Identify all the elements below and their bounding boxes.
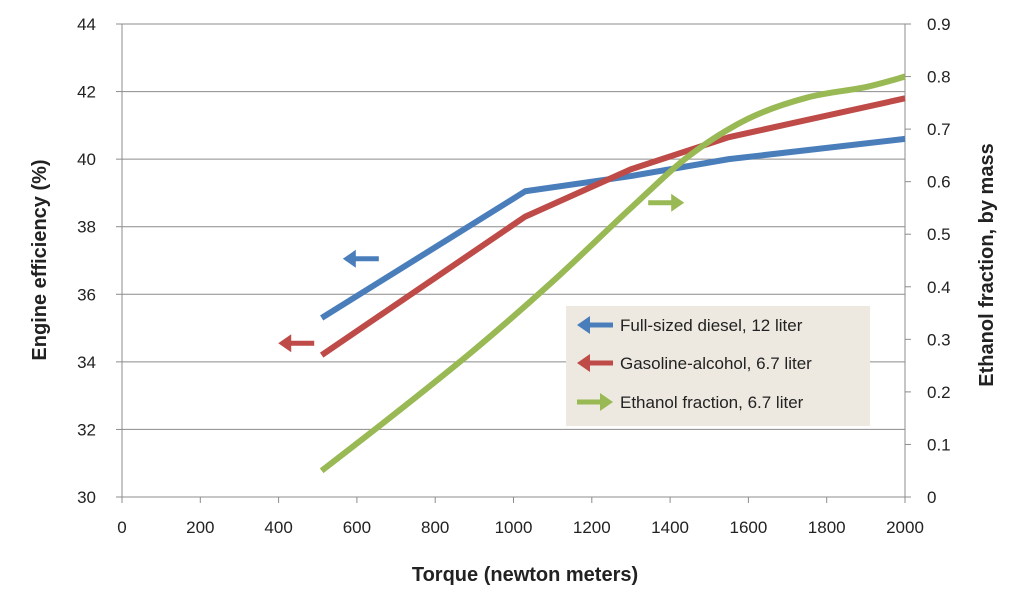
x-tick-label: 1800: [808, 518, 846, 537]
legend-arrow-2-head: [600, 393, 613, 411]
x-axis-title: Torque (newton meters): [412, 564, 638, 586]
x-tick-label: 1400: [651, 518, 689, 537]
legend-arrow-2: [577, 393, 613, 411]
legend-label-0: Full-sized diesel, 12 liter: [620, 316, 803, 335]
series-lines: [319, 73, 906, 474]
x-tick-label: 1200: [573, 518, 611, 537]
annotation-arrow-0: [342, 249, 379, 268]
y-right-tick-label: 0.5: [927, 225, 951, 244]
gridlines: [122, 23, 905, 430]
y-left-tick-label: 44: [77, 15, 96, 34]
series-line-2: [319, 73, 906, 474]
x-tick-label: 1000: [495, 518, 533, 537]
legend-arrow-1: [577, 354, 613, 372]
x-tick-label: 400: [264, 518, 292, 537]
annotation-arrow-2: [648, 193, 685, 212]
series-line-1: [319, 95, 906, 358]
y-right-tick-label: 0.1: [927, 435, 951, 454]
y-left-tick-label: 30: [77, 488, 96, 507]
series-line-0: [320, 135, 906, 321]
x-tick-label: 200: [186, 518, 214, 537]
annotation-arrow-1-head: [278, 334, 292, 353]
y-left-tick-label: 36: [77, 285, 96, 304]
y-right-tick-label: 0.3: [927, 330, 951, 349]
annotation-arrow-1: [278, 334, 315, 353]
y-left-tick-label: 42: [77, 83, 96, 102]
legend-label-2: Ethanol fraction, 6.7 liter: [620, 393, 804, 412]
axes: 30 32 34 36 38 40 42 44 0 0.1 0.2 0.3 0.4 0.5 0.6 0.7 0.…: [77, 15, 951, 537]
y-right-tick-label: 0.9: [927, 15, 951, 34]
legend-arrow-0: [577, 316, 613, 334]
direction-arrows: [278, 193, 685, 353]
legend-background: [566, 306, 870, 426]
y-axis-title-right: Ethanol fraction, by mass: [976, 143, 998, 386]
legend-label-1: Gasoline-alcohol, 6.7 liter: [620, 354, 812, 373]
y-right-tick-label: 0.7: [927, 120, 951, 139]
legend: Full-sized diesel, 12 liter Gasoline-alco…: [566, 306, 870, 426]
legend-arrow-0-head: [577, 316, 590, 334]
y-right-tick-label: 0.8: [927, 68, 951, 87]
annotation-arrow-2-head: [671, 193, 685, 212]
y-right-tick-label: 0: [927, 488, 936, 507]
x-tick-label: 800: [421, 518, 449, 537]
y-left-tick-label: 32: [77, 420, 96, 439]
x-tick-label: 2000: [886, 518, 924, 537]
y-axis-title-left: Engine efficiency (%): [29, 159, 51, 360]
y-right-tick-label: 0.4: [927, 278, 951, 297]
annotation-arrow-0-head: [342, 249, 356, 268]
y-left-tick-label: 38: [77, 218, 96, 237]
y-left-tick-label: 34: [77, 353, 96, 372]
legend-arrow-1-head: [577, 354, 590, 372]
x-tick-label: 600: [343, 518, 371, 537]
y-left-tick-label: 40: [77, 150, 96, 169]
y-right-tick-label: 0.6: [927, 173, 951, 192]
y-right-tick-label: 0.2: [927, 383, 951, 402]
x-tick-label: 1600: [729, 518, 767, 537]
x-tick-label: 0: [117, 518, 126, 537]
